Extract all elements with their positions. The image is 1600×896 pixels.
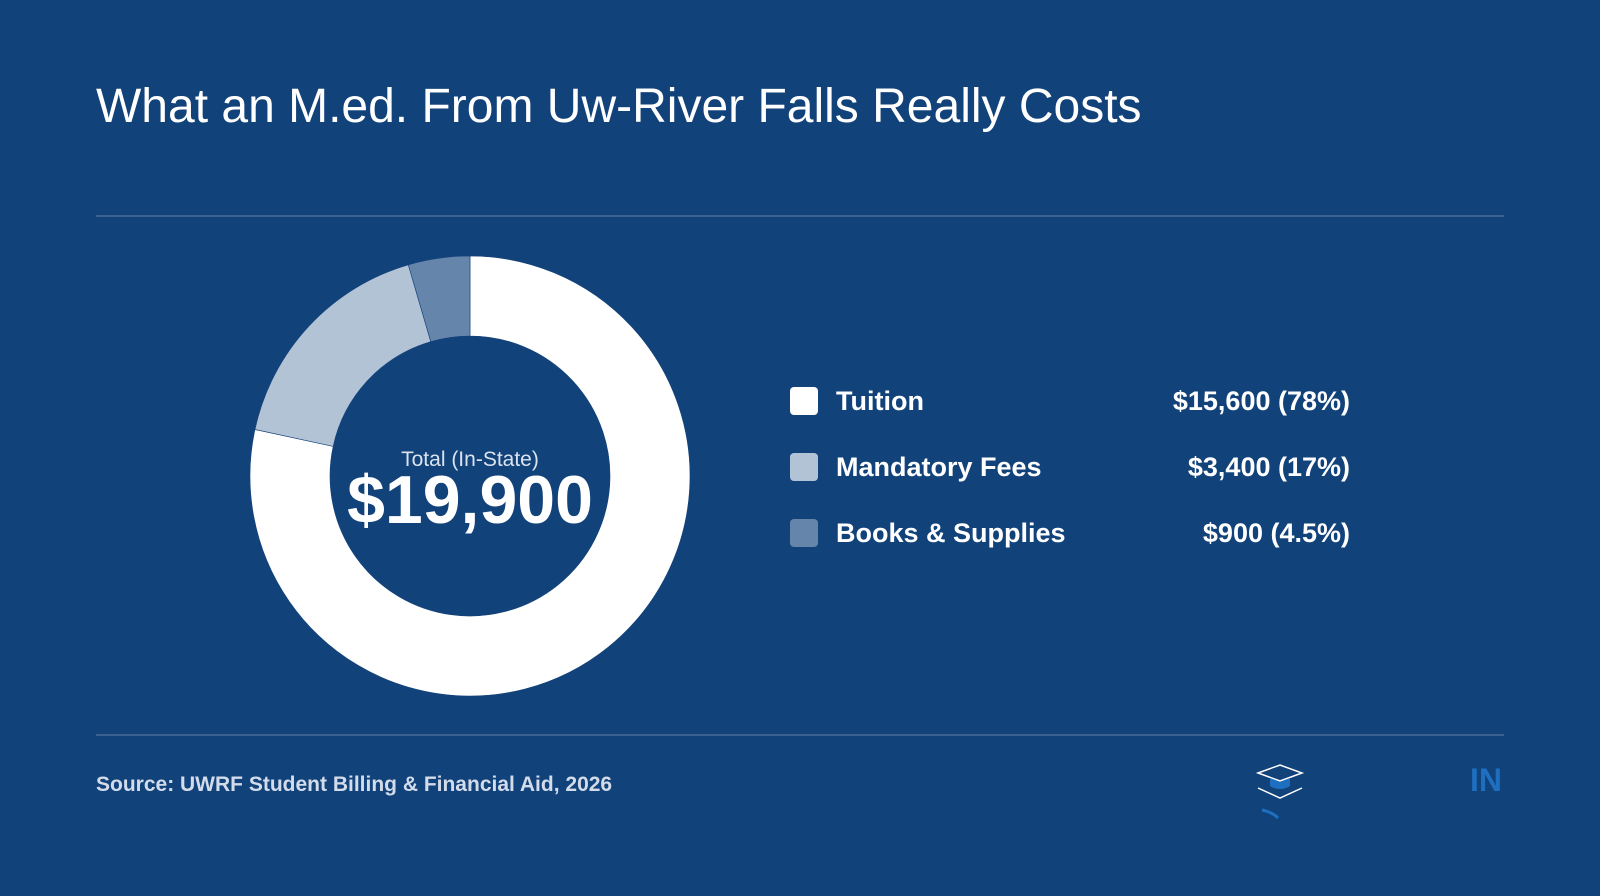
chart-title: What an M.ed. From Uw-River Falls Really…: [96, 80, 1142, 133]
value-label: $900 (4.5%): [1203, 518, 1350, 548]
value-label: $3,400 (17%): [1188, 452, 1350, 482]
legend-label: Books & Supplies: [836, 518, 1066, 548]
legend-swatch: [790, 519, 818, 547]
source: Source: UWRF Student Billing & Financial…: [96, 773, 612, 796]
logo-icon: [1255, 764, 1305, 820]
donut-segment: [249, 255, 691, 697]
legend-label: Tuition: [836, 386, 924, 416]
legend-label: Mandatory Fees: [836, 452, 1042, 482]
legend-swatch: [790, 387, 818, 415]
legend-swatch: [790, 453, 818, 481]
value-label: $15,600 (78%): [1173, 386, 1350, 416]
donut-segment: [407, 255, 471, 342]
logo-text: IN: [1470, 762, 1502, 798]
center-label: Total (In-State): [401, 448, 539, 471]
center-value: $19,900: [347, 462, 593, 538]
